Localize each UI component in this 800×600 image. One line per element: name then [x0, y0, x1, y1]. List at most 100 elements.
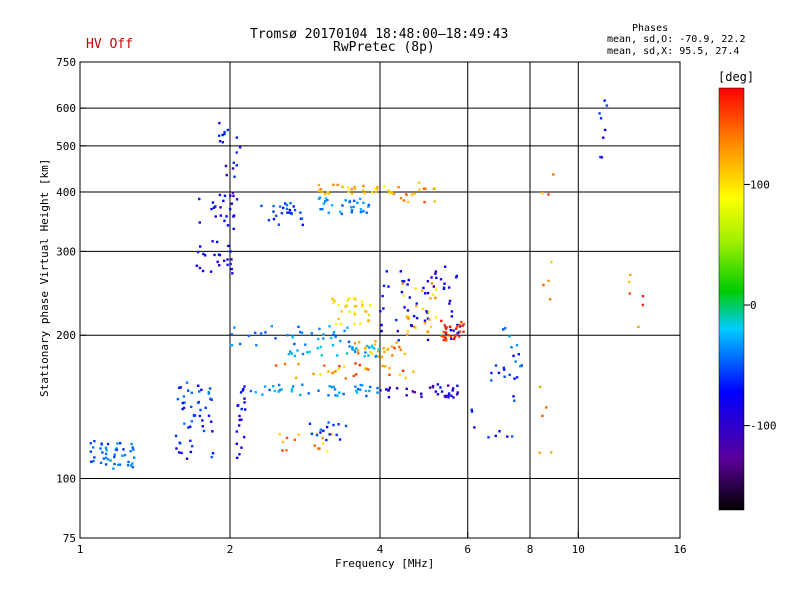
- data-point: [225, 215, 228, 218]
- data-point: [264, 331, 267, 334]
- data-point: [235, 198, 239, 201]
- data-point: [178, 386, 181, 390]
- data-point: [410, 193, 414, 196]
- data-point: [405, 315, 408, 318]
- data-point: [280, 388, 283, 391]
- data-point: [359, 383, 362, 387]
- data-point: [547, 193, 550, 196]
- data-point: [444, 337, 448, 340]
- data-point: [327, 370, 330, 373]
- data-point: [104, 452, 108, 456]
- data-point: [287, 353, 291, 356]
- data-point: [445, 326, 449, 329]
- data-point: [435, 276, 438, 280]
- data-point: [538, 451, 541, 454]
- data-point: [238, 418, 241, 422]
- x-tick-label: 2: [227, 543, 234, 556]
- data-point: [455, 393, 459, 396]
- data-point: [331, 297, 334, 301]
- data-point: [391, 354, 394, 357]
- data-point: [211, 240, 214, 243]
- data-point: [351, 346, 354, 349]
- data-point: [355, 347, 358, 350]
- data-point: [221, 133, 224, 137]
- data-point: [177, 451, 181, 454]
- data-point: [413, 391, 416, 394]
- data-point: [197, 384, 200, 387]
- data-point: [283, 362, 287, 366]
- data-point: [371, 346, 374, 349]
- data-point: [426, 291, 430, 295]
- data-point: [209, 397, 212, 401]
- data-point: [274, 214, 278, 218]
- data-point: [422, 286, 425, 290]
- data-point: [628, 292, 631, 295]
- y-tick-label: 200: [56, 329, 76, 342]
- data-point: [384, 388, 388, 391]
- data-point: [242, 388, 245, 391]
- data-point: [350, 187, 353, 191]
- data-point: [348, 200, 351, 204]
- data-point: [420, 395, 423, 398]
- data-point: [131, 446, 134, 449]
- data-point: [235, 136, 239, 139]
- data-point: [332, 333, 335, 337]
- data-point: [412, 314, 416, 318]
- data-point: [126, 464, 130, 467]
- data-point: [104, 456, 108, 460]
- data-point: [323, 200, 327, 203]
- data-point: [235, 456, 239, 460]
- data-point: [401, 369, 405, 372]
- data-point: [435, 316, 438, 319]
- data-point: [273, 389, 276, 393]
- data-point: [326, 450, 329, 453]
- data-point: [362, 189, 365, 192]
- data-point: [386, 347, 390, 351]
- data-point: [434, 390, 438, 393]
- data-point: [353, 342, 357, 345]
- data-point: [426, 311, 429, 314]
- data-point: [377, 355, 380, 358]
- data-point: [448, 302, 451, 305]
- data-point: [452, 329, 455, 332]
- data-point: [426, 317, 430, 320]
- data-point: [385, 270, 388, 273]
- data-point: [226, 258, 229, 261]
- data-point: [494, 434, 497, 438]
- data-point: [353, 311, 356, 314]
- data-point: [405, 394, 408, 397]
- data-point: [443, 282, 446, 285]
- data-point: [318, 327, 321, 331]
- data-point: [406, 329, 410, 333]
- data-point: [418, 181, 421, 184]
- data-point: [93, 456, 96, 459]
- y-tick-label: 500: [56, 140, 76, 153]
- data-point: [455, 276, 458, 279]
- data-point: [545, 406, 548, 409]
- data-point: [490, 371, 493, 375]
- data-point: [398, 345, 401, 349]
- data-point: [461, 324, 464, 327]
- data-point: [541, 191, 544, 195]
- data-point: [277, 390, 280, 393]
- data-point: [274, 364, 278, 367]
- phases-title: Phases: [632, 23, 669, 34]
- data-point: [278, 205, 282, 208]
- data-point: [390, 191, 394, 195]
- data-point: [440, 319, 443, 323]
- data-point: [456, 325, 459, 328]
- x-axis-label: Frequency [MHz]: [335, 557, 435, 570]
- data-point: [379, 389, 382, 392]
- data-point: [450, 337, 453, 340]
- data-point: [370, 352, 374, 355]
- data-point: [319, 345, 322, 349]
- data-point: [541, 414, 544, 418]
- data-point: [367, 205, 370, 208]
- data-points: [89, 99, 645, 470]
- data-point: [512, 354, 515, 358]
- data-point: [341, 204, 344, 207]
- data-point: [414, 287, 417, 290]
- data-point: [442, 335, 445, 339]
- data-point: [450, 394, 453, 397]
- data-point: [383, 350, 386, 354]
